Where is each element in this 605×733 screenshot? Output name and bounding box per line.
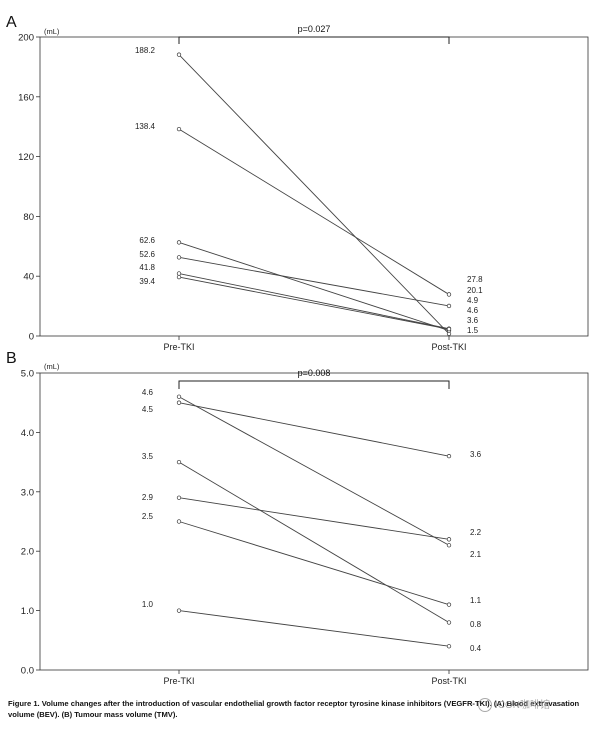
- series-line: [178, 610, 450, 647]
- series-line: [178, 241, 450, 332]
- caption-text: Figure 1. Volume changes after the intro…: [8, 699, 580, 719]
- pre-value-label: 41.8: [139, 263, 155, 272]
- x-category-label: Post-TKI: [431, 676, 466, 686]
- panel-letter: B: [6, 350, 17, 367]
- post-value-label: 1.5: [467, 326, 479, 335]
- y-tick-label: 0: [29, 332, 34, 343]
- series-line: [178, 521, 450, 606]
- watermark-text: ICON咖啡馆: [495, 700, 550, 711]
- series-line: [178, 497, 450, 540]
- y-tick-label: 80: [23, 212, 34, 223]
- post-value-label: 27.8: [467, 275, 483, 284]
- plot-area: [39, 372, 589, 671]
- series-line: [178, 461, 450, 623]
- x-category-label: Pre-TKI: [163, 342, 194, 352]
- data-point: [176, 400, 182, 405]
- panel-letter: A: [6, 14, 17, 31]
- series-line: [178, 402, 450, 457]
- data-point: [176, 271, 182, 276]
- post-value-label: 0.4: [470, 644, 482, 653]
- pre-value-label: 52.6: [139, 250, 155, 259]
- pre-value-label: 1.0: [142, 600, 154, 609]
- x-category-label: Post-TKI: [431, 342, 466, 352]
- data-point: [176, 240, 182, 245]
- post-value-label: 2.1: [470, 550, 482, 559]
- post-value-label: 2.2: [470, 528, 482, 537]
- pre-value-label: 4.5: [142, 405, 154, 414]
- post-value-label: 4.6: [467, 306, 479, 315]
- data-point: [176, 519, 182, 524]
- series-line: [178, 256, 450, 307]
- data-point: [446, 602, 452, 607]
- pre-value-label: 2.9: [142, 493, 154, 502]
- post-value-label: 3.6: [470, 450, 482, 459]
- data-point: [446, 303, 452, 309]
- y-tick-label: 120: [18, 152, 34, 163]
- data-point: [176, 126, 182, 132]
- data-point: [446, 454, 452, 459]
- data-point: [446, 543, 452, 548]
- pre-value-label: 39.4: [139, 277, 155, 286]
- pre-value-label: 62.6: [139, 236, 155, 245]
- panel-a: 0 40 80 120 160 200 Pre-TKI Post-TKI A (mL) p=0.02…: [6, 14, 589, 352]
- data-point: [176, 274, 182, 280]
- unit-label: (mL): [44, 27, 60, 36]
- data-point: [176, 394, 182, 399]
- series-line: [178, 396, 450, 546]
- data-point: [446, 537, 452, 542]
- y-tick-label: 0.0: [21, 666, 34, 677]
- data-point: [446, 620, 452, 625]
- panel-b: 0.0 1.0 2.0 3.0 4.0 5.0 Pre-TKI Post-TKI B (mL) p=…: [6, 350, 589, 686]
- plot-area: [39, 36, 589, 337]
- p-value-label: p=0.008: [298, 368, 331, 378]
- y-tick-label: 3.0: [21, 487, 34, 498]
- unit-label: (mL): [44, 362, 60, 371]
- significance-bracket: [178, 36, 450, 44]
- y-tick-label: 2.0: [21, 547, 34, 558]
- pre-value-label: 4.6: [142, 388, 154, 397]
- y-tick-label: 1.0: [21, 606, 34, 617]
- post-value-label: 0.8: [470, 620, 482, 629]
- series-line: [178, 273, 450, 330]
- y-tick-label: 40: [23, 272, 34, 283]
- x-category-label: Pre-TKI: [163, 676, 194, 686]
- post-value-label: 4.9: [467, 296, 479, 305]
- p-value-label: p=0.027: [298, 24, 331, 34]
- post-value-label: 1.1: [470, 596, 482, 605]
- y-tick-label: 4.0: [21, 428, 34, 439]
- series-line: [178, 54, 450, 335]
- wechat-logo-icon: [478, 698, 492, 713]
- pre-value-label: 138.4: [135, 122, 156, 131]
- series-line: [178, 128, 450, 295]
- data-point: [176, 459, 182, 465]
- data-point: [446, 292, 452, 297]
- significance-bracket: [178, 380, 450, 389]
- figure-caption: Figure 1. Volume changes after the intro…: [8, 699, 598, 720]
- post-value-label: 3.6: [467, 316, 479, 325]
- pre-value-label: 2.5: [142, 512, 154, 521]
- data-point: [176, 608, 182, 613]
- data-point: [446, 644, 452, 649]
- data-point: [176, 52, 182, 57]
- y-tick-label: 160: [18, 92, 34, 103]
- series-line: [178, 276, 450, 330]
- data-point: [446, 326, 452, 332]
- watermark: ICON咖啡馆: [478, 696, 550, 713]
- y-tick-label: 5.0: [21, 369, 34, 380]
- data-point: [176, 255, 182, 260]
- post-value-label: 20.1: [467, 286, 483, 295]
- data-point: [176, 495, 182, 500]
- pre-value-label: 3.5: [142, 452, 154, 461]
- pre-value-label: 188.2: [135, 46, 156, 55]
- y-tick-label: 200: [18, 33, 34, 44]
